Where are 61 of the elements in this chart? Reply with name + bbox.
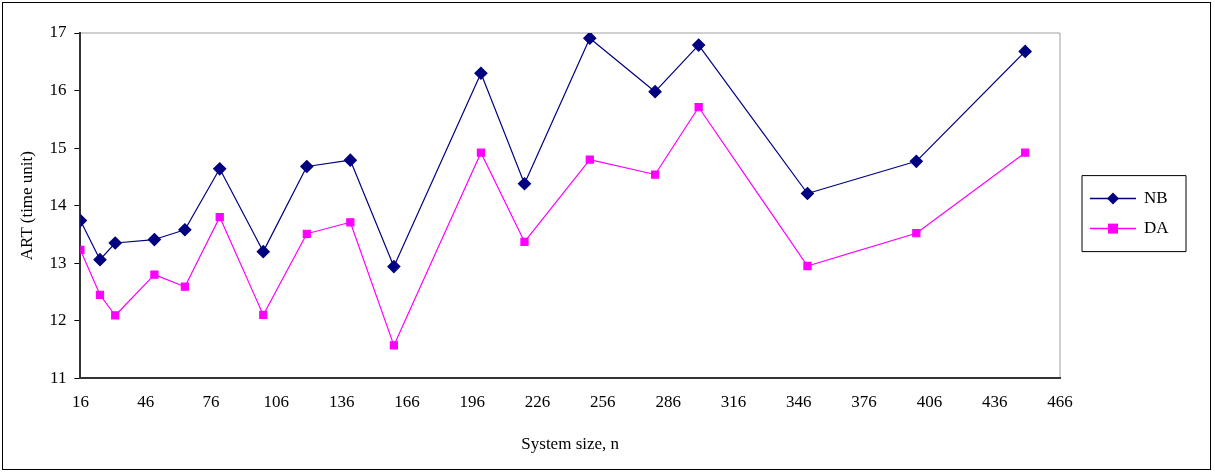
x-axis-title: System size, n	[521, 434, 620, 454]
point	[178, 223, 192, 237]
x-tick-label: 286	[655, 391, 681, 411]
point	[302, 229, 311, 238]
x-tick-label: 346	[786, 391, 812, 411]
x-tick-label: 166	[394, 391, 420, 411]
point	[213, 162, 227, 176]
point	[800, 186, 815, 201]
point	[912, 229, 921, 238]
x-tick-label: 76	[202, 391, 220, 411]
point	[474, 66, 488, 80]
point	[389, 341, 399, 350]
point	[909, 154, 923, 168]
x-tick-label: 256	[590, 391, 616, 411]
point	[93, 253, 107, 267]
point	[300, 159, 314, 174]
point	[648, 85, 662, 99]
x-tick-label: 136	[328, 391, 355, 411]
point	[476, 148, 486, 157]
point	[1021, 148, 1030, 157]
point	[111, 311, 120, 320]
x-tick-label: 226	[524, 391, 551, 411]
x-tick-label: 316	[720, 391, 747, 411]
x-tick-label: 436	[981, 391, 1008, 411]
y-axis-title: ART (time unit)	[16, 151, 36, 261]
point	[259, 310, 268, 320]
x-tick-label: 46	[137, 391, 155, 411]
point	[583, 33, 597, 45]
point	[346, 218, 355, 227]
point	[692, 38, 706, 52]
y-tick-label: 13	[49, 252, 67, 272]
point	[803, 261, 812, 271]
point	[108, 236, 122, 250]
point	[520, 237, 529, 246]
point	[215, 212, 224, 222]
legend-label: NB	[1144, 188, 1168, 208]
point	[180, 282, 190, 291]
point	[1018, 44, 1032, 59]
y-tick-label: 12	[49, 310, 67, 330]
y-tick-label: 17	[49, 22, 67, 42]
point	[256, 245, 270, 259]
y-tick-label: 11	[50, 367, 67, 387]
x-tick-label: 16	[71, 391, 89, 411]
point	[585, 155, 594, 164]
point	[387, 259, 401, 274]
y-tick-label: 15	[49, 137, 67, 157]
point	[147, 232, 162, 247]
point	[694, 103, 703, 112]
point	[150, 270, 159, 279]
point	[650, 170, 660, 179]
x-tick-label: 406	[916, 391, 943, 411]
x-tick-label: 106	[263, 391, 290, 411]
y-tick-label: 14	[49, 195, 67, 215]
x-tick-label: 376	[851, 391, 877, 411]
x-tick-label: 196	[459, 391, 485, 411]
x-tick-label: 466	[1047, 391, 1073, 411]
point	[95, 290, 105, 299]
point	[517, 177, 532, 191]
point	[343, 153, 357, 167]
legend-label: DA	[1144, 218, 1170, 238]
y-tick-label: 16	[49, 80, 67, 99]
